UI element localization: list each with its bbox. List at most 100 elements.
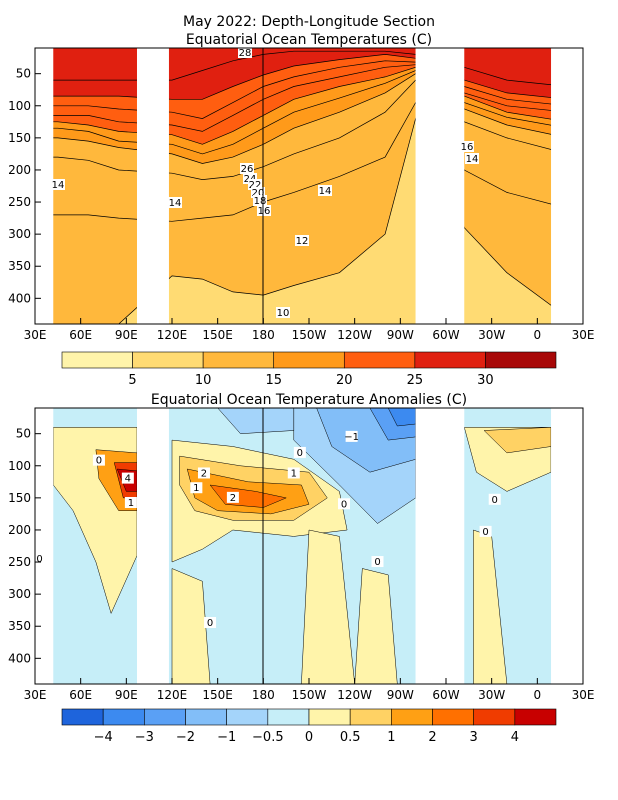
svg-text:16: 16 <box>461 142 474 153</box>
anomaly-label-3: 1 <box>190 482 203 494</box>
colorbar-label: 4 <box>511 730 519 745</box>
contour-label-14: 14 <box>318 185 332 197</box>
colorbar-label: 0 <box>305 730 313 745</box>
svg-text:0: 0 <box>482 527 488 538</box>
svg-text:0: 0 <box>374 557 380 568</box>
isotherm-28 <box>35 50 583 87</box>
x-tick-label: 90E <box>115 688 138 702</box>
y-tick-label: 300 <box>8 587 31 601</box>
data-gap-west-edge <box>35 48 54 324</box>
temperature-colorbar: 5 10 15 20 25 30 <box>61 351 557 388</box>
anomaly-label-9: 0 <box>33 552 46 565</box>
svg-text:4: 4 <box>125 474 131 485</box>
contour-label-edge-2: 16 <box>460 141 474 153</box>
colorbar-label: −0.5 <box>252 730 284 745</box>
data-gap-1 <box>415 48 465 324</box>
contour-label-12: 12 <box>295 235 309 247</box>
isotherm-24 <box>35 60 583 119</box>
x-tick-label: 150E <box>202 328 233 342</box>
y-tick-label: 250 <box>8 555 31 569</box>
y-tick-label: 350 <box>8 259 31 273</box>
contour-label-edge-3: 14 <box>465 153 479 165</box>
contour-label-text: 14 <box>319 186 332 197</box>
contour-label-22: 22 <box>248 179 262 191</box>
isotherm-14 <box>35 79 583 180</box>
contour-label-10: 10 <box>276 307 290 319</box>
anomaly-label-12: 0 <box>479 525 492 538</box>
y-tick-label: 350 <box>8 619 31 633</box>
anomaly-label-1: 2 <box>226 491 239 504</box>
svg-text:0: 0 <box>492 495 498 506</box>
colorbar-swatch <box>414 351 486 369</box>
colorbar-label: 20 <box>336 373 353 388</box>
x-tick-label: 30W <box>478 688 505 702</box>
anomaly-warm-atlantic-core <box>483 427 552 454</box>
x-tick-label: 30E <box>572 688 595 702</box>
colorbar-label: 5 <box>128 373 136 388</box>
anomaly-label-4: 1 <box>124 496 137 509</box>
colorbar-swatch <box>132 351 204 369</box>
contour-label-18: 18 <box>253 195 267 207</box>
x-tick-label: 90E <box>115 328 138 342</box>
y-tick-label: 100 <box>8 99 31 113</box>
contour-label-text: 20 <box>252 188 265 199</box>
colorbar-label: 0.5 <box>340 730 361 745</box>
bottom-title: Equatorial Ocean Temperature Anomalies (… <box>151 392 467 408</box>
y-tick-label: 150 <box>8 491 31 505</box>
x-tick-label: 150W <box>292 328 327 342</box>
x-tick-label: 180 <box>252 328 275 342</box>
colorbar-swatch <box>202 351 275 369</box>
y-tick-label: 400 <box>8 291 31 305</box>
x-tick-label: 30W <box>478 328 505 342</box>
data-gap-east-edge <box>551 408 583 684</box>
anomaly-warm-column-2 <box>354 568 398 684</box>
x-tick-label: 30E <box>572 328 595 342</box>
temperature-panel: 2826242220181614121014141614 50100150200… <box>8 47 594 342</box>
data-gap-1 <box>415 408 465 684</box>
colorbar-label: −3 <box>135 730 154 745</box>
colorbar-label: −4 <box>94 730 113 745</box>
x-tick-label: 60E <box>69 328 92 342</box>
x-tick-label: 0 <box>534 328 542 342</box>
isotherm-10 <box>35 117 583 324</box>
contour-label-28: 28 <box>238 47 252 59</box>
colorbar-swatch <box>343 351 416 369</box>
anomaly-label-5: 1 <box>287 467 300 479</box>
x-tick-label: 90W <box>387 688 414 702</box>
y-tick-label: 250 <box>8 195 31 209</box>
anomaly-warm-column-3 <box>171 568 211 684</box>
isotherm-20 <box>35 66 583 145</box>
colorbar-swatch <box>514 708 557 726</box>
y-tick-label: 400 <box>8 651 31 665</box>
x-tick-label: 120E <box>157 328 188 342</box>
contour-label-20: 20 <box>251 187 265 199</box>
colorbar-swatch <box>61 351 133 369</box>
svg-text:0: 0 <box>297 448 303 459</box>
contour-label-text: 16 <box>258 206 271 217</box>
isotherm-12 <box>35 101 583 222</box>
anomaly-warm-column-1 <box>301 529 355 684</box>
colorbar-swatch <box>273 351 345 369</box>
x-tick-label: 90W <box>387 328 414 342</box>
colorbar-swatch <box>267 708 310 726</box>
x-tick-label: 120W <box>337 688 372 702</box>
colorbar-swatch <box>185 708 227 726</box>
colorbar-swatch <box>144 708 186 726</box>
colorbar-swatch <box>102 708 145 726</box>
x-tick-label: 120W <box>337 328 372 342</box>
data-gap-0 <box>136 408 169 684</box>
anomaly-label-6: 0 <box>338 498 351 510</box>
svg-text:14: 14 <box>169 198 182 209</box>
contour-label-text: 28 <box>239 48 252 59</box>
svg-text:2: 2 <box>201 468 207 479</box>
colorbar-label: 1 <box>387 730 395 745</box>
isotherm-22 <box>35 64 583 132</box>
colorbar-swatch <box>391 708 433 726</box>
x-tick-label: 0 <box>534 688 542 702</box>
x-tick-label: 60W <box>432 328 459 342</box>
y-tick-label: 300 <box>8 227 31 241</box>
anomaly-label-7: 0 <box>293 446 306 459</box>
data-gap-east-edge <box>551 48 583 324</box>
anomaly-cool-west-surface <box>217 408 295 434</box>
